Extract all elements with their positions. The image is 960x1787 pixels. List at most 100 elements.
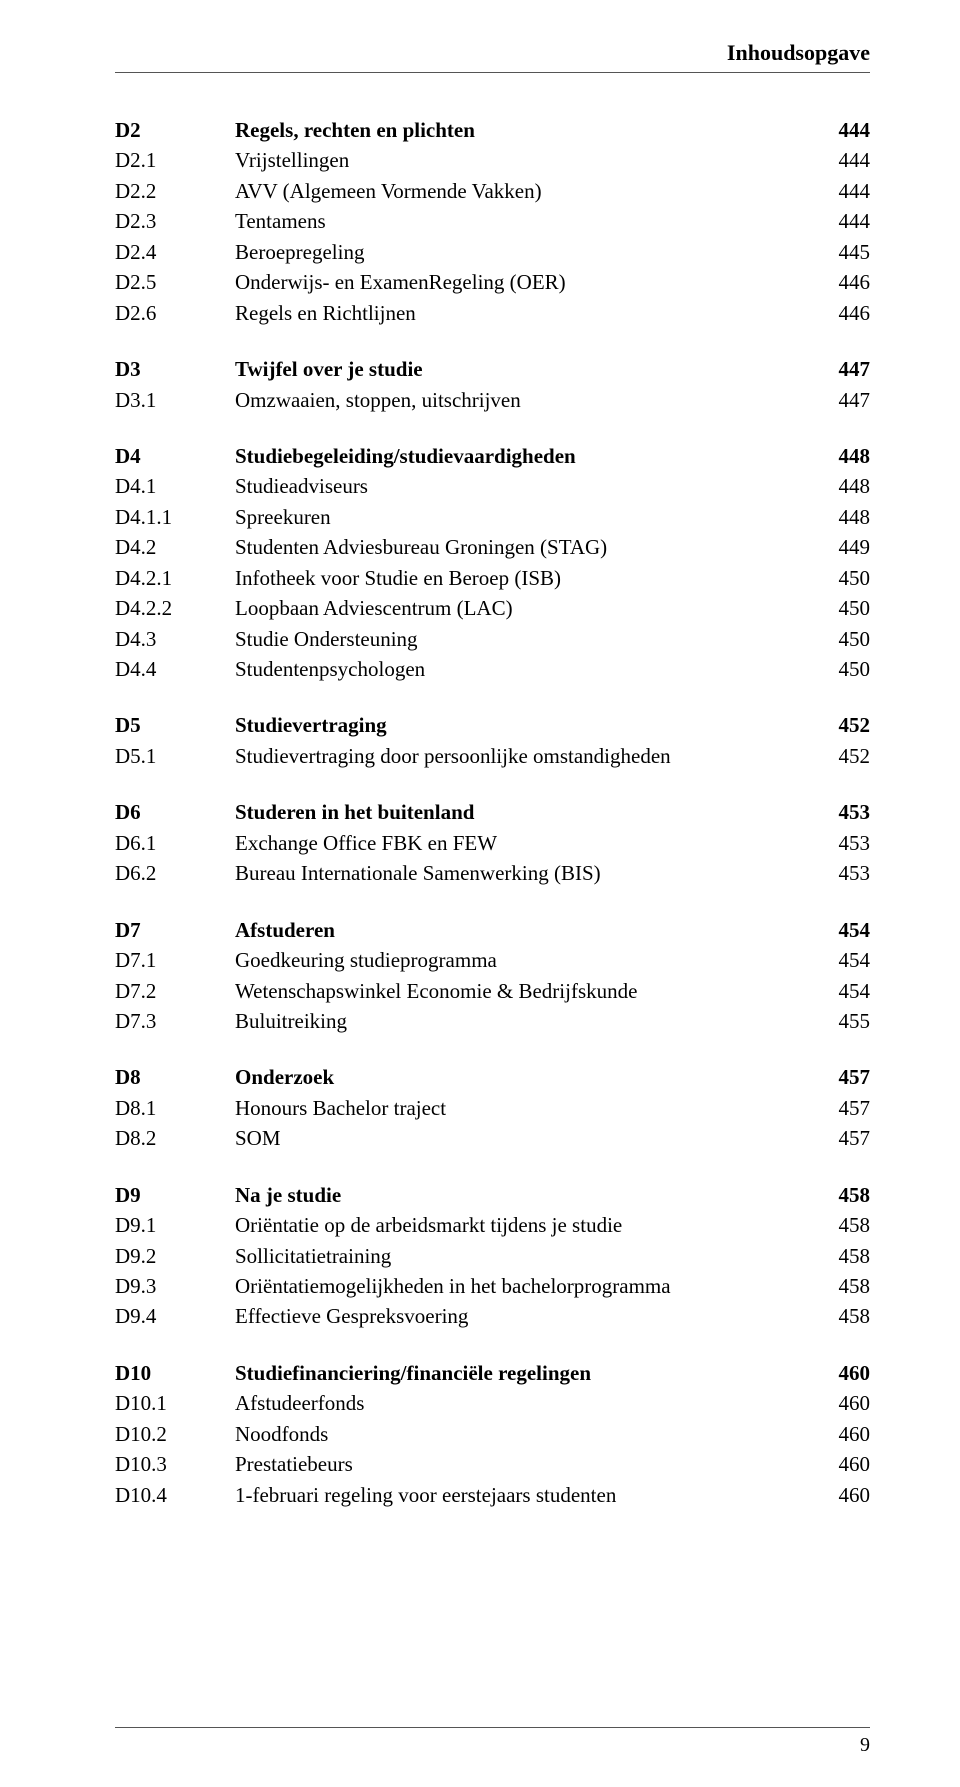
toc-title: Honours Bachelor traject bbox=[235, 1093, 820, 1123]
toc-page: 454 bbox=[820, 915, 870, 945]
toc-code: D10.2 bbox=[115, 1419, 235, 1449]
toc-page: 444 bbox=[820, 176, 870, 206]
toc-page: 452 bbox=[820, 710, 870, 740]
toc-page: 460 bbox=[820, 1419, 870, 1449]
toc-page: 444 bbox=[820, 206, 870, 236]
toc-title: Oriëntatie op de arbeidsmarkt tijdens je… bbox=[235, 1210, 820, 1240]
toc-title: Omzwaaien, stoppen, uitschrijven bbox=[235, 385, 820, 415]
toc-item-row: D7.2Wetenschapswinkel Economie & Bedrijf… bbox=[115, 976, 870, 1006]
toc-code: D9 bbox=[115, 1180, 235, 1210]
toc-item-row: D2.6Regels en Richtlijnen446 bbox=[115, 298, 870, 328]
toc-code: D2.6 bbox=[115, 298, 235, 328]
toc-item-row: D7.1Goedkeuring studieprogramma454 bbox=[115, 945, 870, 975]
toc-section-d9: D9Na je studie458D9.1Oriëntatie op de ar… bbox=[115, 1180, 870, 1332]
toc-heading-row: D7Afstuderen454 bbox=[115, 915, 870, 945]
toc-code: D4.1.1 bbox=[115, 502, 235, 532]
toc-item-row: D9.3Oriëntatiemogelijkheden in het bache… bbox=[115, 1271, 870, 1301]
toc-item-row: D2.2AVV (Algemeen Vormende Vakken)444 bbox=[115, 176, 870, 206]
toc-item-row: D4.1Studieadviseurs448 bbox=[115, 471, 870, 501]
toc-title: Prestatiebeurs bbox=[235, 1449, 820, 1479]
toc-code: D8.1 bbox=[115, 1093, 235, 1123]
page-header: Inhoudsopgave bbox=[115, 40, 870, 73]
toc-section-d10: D10Studiefinanciering/financiële regelin… bbox=[115, 1358, 870, 1510]
toc-page: 458 bbox=[820, 1210, 870, 1240]
toc-title: Studentenpsychologen bbox=[235, 654, 820, 684]
toc-title: Oriëntatiemogelijkheden in het bachelorp… bbox=[235, 1271, 820, 1301]
toc-page: 446 bbox=[820, 267, 870, 297]
toc-page: 453 bbox=[820, 828, 870, 858]
page-footer: 9 bbox=[115, 1727, 870, 1757]
toc-code: D10.3 bbox=[115, 1449, 235, 1479]
toc-code: D2.1 bbox=[115, 145, 235, 175]
toc-page: 450 bbox=[820, 624, 870, 654]
toc-section-d2: D2Regels, rechten en plichten444D2.1Vrij… bbox=[115, 115, 870, 328]
toc-title: Studievertraging bbox=[235, 710, 820, 740]
toc-title: Studeren in het buitenland bbox=[235, 797, 820, 827]
toc-heading-row: D4Studiebegeleiding/studievaardigheden44… bbox=[115, 441, 870, 471]
toc-section-d8: D8Onderzoek457D8.1Honours Bachelor traje… bbox=[115, 1062, 870, 1153]
toc-code: D8 bbox=[115, 1062, 235, 1092]
toc-page: 447 bbox=[820, 385, 870, 415]
toc-page: 453 bbox=[820, 858, 870, 888]
toc-title: Exchange Office FBK en FEW bbox=[235, 828, 820, 858]
toc-title: Noodfonds bbox=[235, 1419, 820, 1449]
toc-item-row: D4.2.2Loopbaan Adviescentrum (LAC)450 bbox=[115, 593, 870, 623]
toc-code: D9.1 bbox=[115, 1210, 235, 1240]
toc-title: Wetenschapswinkel Economie & Bedrijfskun… bbox=[235, 976, 820, 1006]
toc-page: 458 bbox=[820, 1180, 870, 1210]
toc-title: Regels, rechten en plichten bbox=[235, 115, 820, 145]
toc-title: Studie Ondersteuning bbox=[235, 624, 820, 654]
toc-code: D9.3 bbox=[115, 1271, 235, 1301]
toc-code: D4.3 bbox=[115, 624, 235, 654]
toc-code: D4.4 bbox=[115, 654, 235, 684]
toc-code: D3 bbox=[115, 354, 235, 384]
toc-title: Goedkeuring studieprogramma bbox=[235, 945, 820, 975]
toc-item-row: D6.1Exchange Office FBK en FEW453 bbox=[115, 828, 870, 858]
toc-title: Bureau Internationale Samenwerking (BIS) bbox=[235, 858, 820, 888]
toc-heading-row: D3Twijfel over je studie447 bbox=[115, 354, 870, 384]
toc-section-d5: D5Studievertraging452D5.1Studievertragin… bbox=[115, 710, 870, 771]
toc-page: 448 bbox=[820, 502, 870, 532]
toc-title: Twijfel over je studie bbox=[235, 354, 820, 384]
toc-title: Effectieve Gespreksvoering bbox=[235, 1301, 820, 1331]
toc-item-row: D4.4Studentenpsychologen450 bbox=[115, 654, 870, 684]
toc-page: 457 bbox=[820, 1093, 870, 1123]
toc-title: Afstuderen bbox=[235, 915, 820, 945]
toc-title: Regels en Richtlijnen bbox=[235, 298, 820, 328]
toc-title: Vrijstellingen bbox=[235, 145, 820, 175]
toc-item-row: D7.3Buluitreiking455 bbox=[115, 1006, 870, 1036]
toc-page: 458 bbox=[820, 1271, 870, 1301]
toc-code: D2.4 bbox=[115, 237, 235, 267]
toc-title: Na je studie bbox=[235, 1180, 820, 1210]
toc-title: Beroepregeling bbox=[235, 237, 820, 267]
toc-page: 450 bbox=[820, 654, 870, 684]
toc-page: 452 bbox=[820, 741, 870, 771]
toc-title: Loopbaan Adviescentrum (LAC) bbox=[235, 593, 820, 623]
toc-section-d6: D6Studeren in het buitenland453D6.1Excha… bbox=[115, 797, 870, 888]
toc-item-row: D4.2.1Infotheek voor Studie en Beroep (I… bbox=[115, 563, 870, 593]
toc-page: 445 bbox=[820, 237, 870, 267]
toc-code: D10.1 bbox=[115, 1388, 235, 1418]
toc-page: 450 bbox=[820, 593, 870, 623]
toc-item-row: D9.4Effectieve Gespreksvoering458 bbox=[115, 1301, 870, 1331]
toc-content: D2Regels, rechten en plichten444D2.1Vrij… bbox=[115, 115, 870, 1727]
toc-page: 453 bbox=[820, 797, 870, 827]
toc-page: 450 bbox=[820, 563, 870, 593]
toc-page: 447 bbox=[820, 354, 870, 384]
toc-page: 454 bbox=[820, 976, 870, 1006]
toc-item-row: D2.1Vrijstellingen444 bbox=[115, 145, 870, 175]
toc-code: D7 bbox=[115, 915, 235, 945]
toc-heading-row: D2Regels, rechten en plichten444 bbox=[115, 115, 870, 145]
toc-page: 457 bbox=[820, 1062, 870, 1092]
toc-title: Afstudeerfonds bbox=[235, 1388, 820, 1418]
toc-page: 455 bbox=[820, 1006, 870, 1036]
toc-section-d4: D4Studiebegeleiding/studievaardigheden44… bbox=[115, 441, 870, 685]
toc-code: D8.2 bbox=[115, 1123, 235, 1153]
toc-item-row: D10.2Noodfonds460 bbox=[115, 1419, 870, 1449]
toc-title: Studiefinanciering/financiële regelingen bbox=[235, 1358, 820, 1388]
toc-item-row: D9.1Oriëntatie op de arbeidsmarkt tijden… bbox=[115, 1210, 870, 1240]
page-number: 9 bbox=[860, 1734, 870, 1756]
toc-title: Sollicitatietraining bbox=[235, 1241, 820, 1271]
toc-title: Studievertraging door persoonlijke omsta… bbox=[235, 741, 820, 771]
toc-page: 444 bbox=[820, 115, 870, 145]
